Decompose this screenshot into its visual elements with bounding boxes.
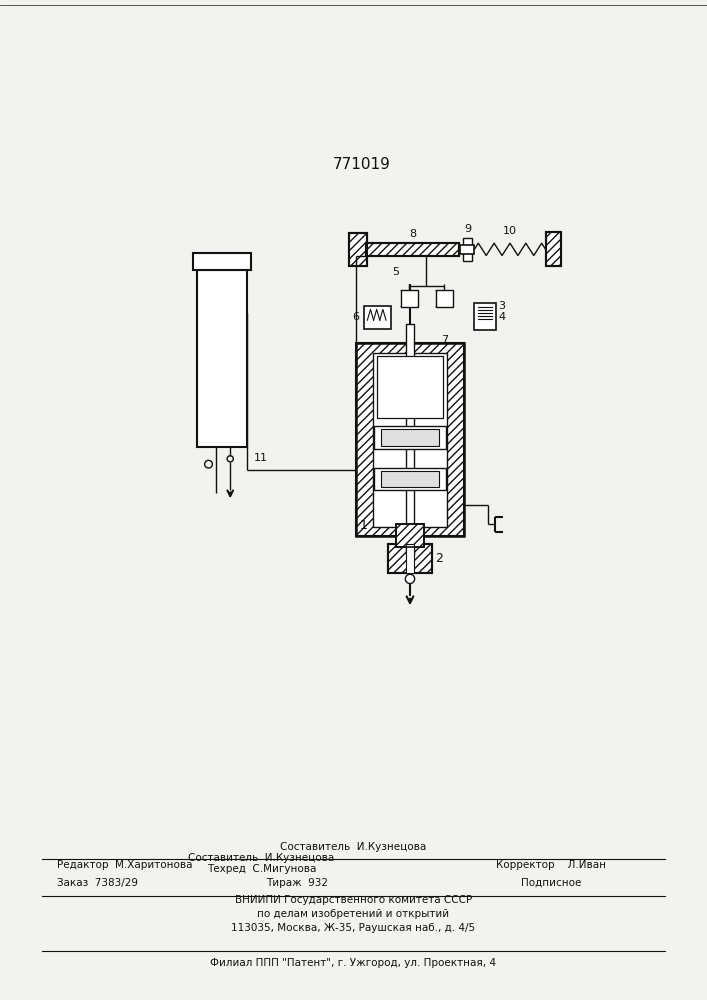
Bar — [401, 290, 418, 307]
Text: 113035, Москва, Ж-35, Раушская наб., д. 4/5: 113035, Москва, Ж-35, Раушская наб., д. … — [231, 923, 476, 933]
Text: 5: 5 — [392, 267, 399, 277]
Bar — [396, 524, 424, 547]
Bar — [377, 356, 443, 418]
Bar — [374, 426, 445, 449]
Text: 771019: 771019 — [333, 157, 391, 172]
Bar — [380, 429, 440, 446]
Text: ВНИИПИ Государственного комитета СССР: ВНИИПИ Государственного комитета СССР — [235, 895, 472, 905]
Text: Корректор    Л.Иван: Корректор Л.Иван — [496, 860, 607, 870]
Bar — [356, 343, 464, 536]
Bar — [374, 468, 445, 490]
Text: 11: 11 — [253, 453, 267, 463]
Bar — [388, 544, 432, 573]
Bar — [546, 232, 561, 266]
Bar — [349, 233, 367, 266]
Bar — [396, 524, 424, 547]
Circle shape — [405, 574, 414, 584]
Text: 4: 4 — [498, 312, 506, 322]
Bar — [363, 306, 391, 329]
Text: по делам изобретений и открытий: по делам изобретений и открытий — [257, 909, 450, 919]
Text: Заказ  7383/29: Заказ 7383/29 — [57, 878, 138, 888]
Text: 10: 10 — [503, 226, 517, 236]
Text: 3: 3 — [498, 301, 506, 311]
Text: 7: 7 — [441, 335, 448, 345]
Bar — [356, 343, 464, 536]
Text: Филиал ППП "Патент", г. Ужгород, ул. Проектная, 4: Филиал ППП "Патент", г. Ужгород, ул. Про… — [211, 958, 496, 968]
Text: 9: 9 — [464, 224, 471, 234]
Text: Тираж  932: Тираж 932 — [266, 878, 328, 888]
Text: 1: 1 — [360, 519, 368, 532]
Bar — [388, 544, 432, 573]
Text: Составитель  И.Кузнецова: Составитель И.Кузнецова — [281, 842, 426, 852]
Text: 2: 2 — [436, 552, 443, 565]
Bar — [349, 233, 367, 266]
Bar — [377, 356, 443, 418]
Bar — [462, 238, 472, 261]
Bar — [193, 253, 251, 270]
Bar — [406, 544, 414, 573]
Text: Техред  С.Мигунова: Техред С.Мигунова — [207, 864, 316, 874]
Bar — [197, 270, 247, 447]
Bar — [366, 243, 459, 256]
Bar — [366, 243, 459, 256]
Bar — [460, 245, 474, 254]
Text: Составитель  И.Кузнецова: Составитель И.Кузнецова — [189, 853, 334, 863]
Bar — [406, 324, 414, 555]
Text: 6: 6 — [353, 312, 360, 322]
Text: Редактор  М.Харитонова: Редактор М.Харитонова — [57, 860, 192, 870]
Text: 8: 8 — [409, 229, 416, 239]
Bar — [377, 356, 443, 418]
Bar — [373, 353, 448, 527]
Bar — [436, 290, 452, 307]
Bar — [546, 232, 561, 266]
Text: Подписное: Подписное — [521, 878, 582, 888]
Bar — [474, 303, 496, 330]
Bar — [380, 471, 440, 487]
